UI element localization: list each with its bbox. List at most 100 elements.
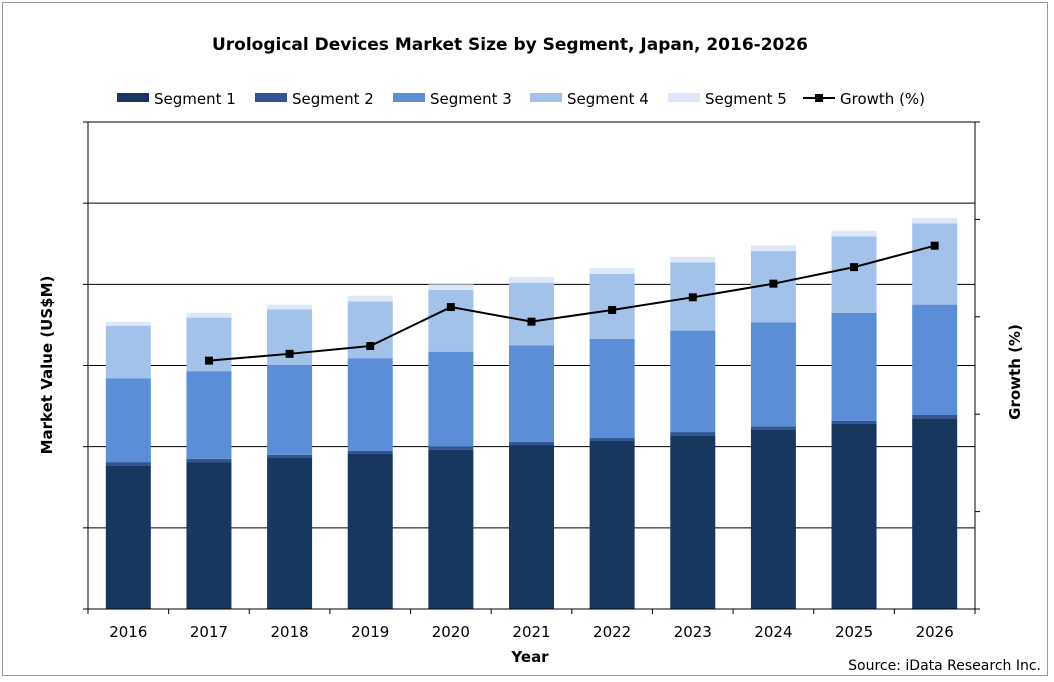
bar-segment-5 <box>831 230 877 237</box>
growth-marker <box>608 305 617 314</box>
bar-segment-5 <box>912 217 958 224</box>
growth-line <box>204 241 939 365</box>
bar-segment-1 <box>267 458 313 609</box>
bar-segment-3 <box>912 304 958 416</box>
bar-segment-1 <box>750 429 796 609</box>
legend-item: Segment 3 <box>393 90 512 108</box>
x-tick-label: 2022 <box>593 623 631 641</box>
bar-segment-3 <box>509 345 554 442</box>
bar-segment-1 <box>105 465 151 609</box>
bars <box>105 217 958 609</box>
legend-marker <box>815 94 823 102</box>
x-tick-label: 2023 <box>674 623 712 641</box>
bar-segment-2 <box>831 420 877 424</box>
y-axis-title: Market Value (US$M) <box>38 276 56 455</box>
legend-item: Growth (%) <box>803 90 925 108</box>
growth-marker <box>527 317 536 326</box>
growth-marker <box>446 303 455 312</box>
bar-segment-1 <box>831 423 877 609</box>
bar-segment-1 <box>589 440 635 609</box>
bar-segment-1 <box>912 418 958 609</box>
x-tick-label: 2020 <box>432 623 470 641</box>
legend-label: Growth (%) <box>840 90 925 108</box>
growth-marker <box>366 342 375 351</box>
bar-segment-2 <box>912 415 958 419</box>
legend-label: Segment 1 <box>154 90 236 108</box>
legend-label: Segment 3 <box>430 90 512 108</box>
chart-title: Urological Devices Market Size by Segmen… <box>212 35 808 55</box>
bar-segment-5 <box>589 268 635 274</box>
x-tick-label: 2025 <box>835 623 873 641</box>
legend-item: Segment 4 <box>530 90 649 108</box>
bar-segment-5 <box>186 312 232 318</box>
bar-segment-2 <box>267 454 313 459</box>
bar-segment-1 <box>670 435 716 609</box>
legend-swatch <box>530 93 562 102</box>
bar-segment-2 <box>670 432 716 436</box>
bar-segment-4 <box>831 236 877 313</box>
bar-segment-2 <box>105 462 151 466</box>
x-tick-label: 2018 <box>270 623 308 641</box>
bar-segment-3 <box>428 351 474 447</box>
x-tick-label: 2019 <box>351 623 389 641</box>
bar-segment-5 <box>267 304 313 310</box>
growth-marker <box>688 293 697 302</box>
growth-marker <box>850 263 859 272</box>
bar-segment-1 <box>186 462 232 609</box>
legend-swatch <box>117 93 149 102</box>
x-tick-label: 2017 <box>190 623 228 641</box>
source-note: Source: iData Research Inc. <box>848 658 1041 674</box>
bar-segment-2 <box>428 446 474 450</box>
bar-segment-2 <box>347 450 393 454</box>
x-tick-label: 2026 <box>916 623 954 641</box>
bar-segment-2 <box>589 437 635 441</box>
bar-segment-5 <box>670 256 716 263</box>
bar-segment-2 <box>509 441 554 446</box>
bar-segment-3 <box>670 330 716 433</box>
x-tick-labels: 2016 2017 2018 2019 2020 2021 2022 2023 2024 2025… <box>109 623 954 641</box>
growth-marker <box>930 241 939 250</box>
bar-segment-5 <box>428 284 474 291</box>
x-tick-label: 2021 <box>512 623 550 641</box>
legend-item: Segment 5 <box>668 90 787 108</box>
legend: Segment 1 Segment 2 Segment 3 Segment 4 Segm… <box>117 90 925 108</box>
bar-segment-3 <box>267 364 313 455</box>
legend-label: Segment 5 <box>705 90 787 108</box>
bar-segment-3 <box>186 371 232 459</box>
growth-marker <box>204 356 213 365</box>
legend-item: Segment 2 <box>255 90 374 108</box>
bar-segment-4 <box>105 325 151 379</box>
bar-segment-5 <box>347 295 393 302</box>
axes <box>83 121 980 614</box>
x-tick-label: 2016 <box>109 623 147 641</box>
legend-swatch <box>393 93 425 102</box>
bar-segment-1 <box>347 453 393 609</box>
bar-segment-3 <box>347 358 393 451</box>
legend-label: Segment 4 <box>567 90 649 108</box>
growth-line-path <box>208 244 935 362</box>
growth-marker <box>285 349 294 358</box>
y2-axis-title: Growth (%) <box>1006 324 1024 420</box>
bar-segment-2 <box>750 426 796 430</box>
bar-segment-5 <box>509 277 554 283</box>
legend-item: Segment 1 <box>117 90 236 108</box>
bar-segment-5 <box>105 321 151 326</box>
bar-segment-1 <box>428 449 474 609</box>
bar-segment-5 <box>750 245 796 252</box>
growth-marker <box>769 279 778 288</box>
bar-segment-3 <box>831 312 877 421</box>
x-tick-label: 2024 <box>754 623 792 641</box>
bar-segment-4 <box>428 290 474 352</box>
bar-segment-2 <box>186 458 232 463</box>
legend-swatch <box>255 93 287 102</box>
bar-segment-3 <box>589 338 635 438</box>
bar-segment-3 <box>750 322 796 427</box>
bar-segment-4 <box>509 282 554 346</box>
bar-segment-1 <box>509 445 554 609</box>
legend-swatch <box>668 93 700 102</box>
bar-segment-4 <box>912 223 958 305</box>
bar-segment-3 <box>105 378 151 463</box>
x-axis-title: Year <box>510 648 549 666</box>
legend-label: Segment 2 <box>292 90 374 108</box>
